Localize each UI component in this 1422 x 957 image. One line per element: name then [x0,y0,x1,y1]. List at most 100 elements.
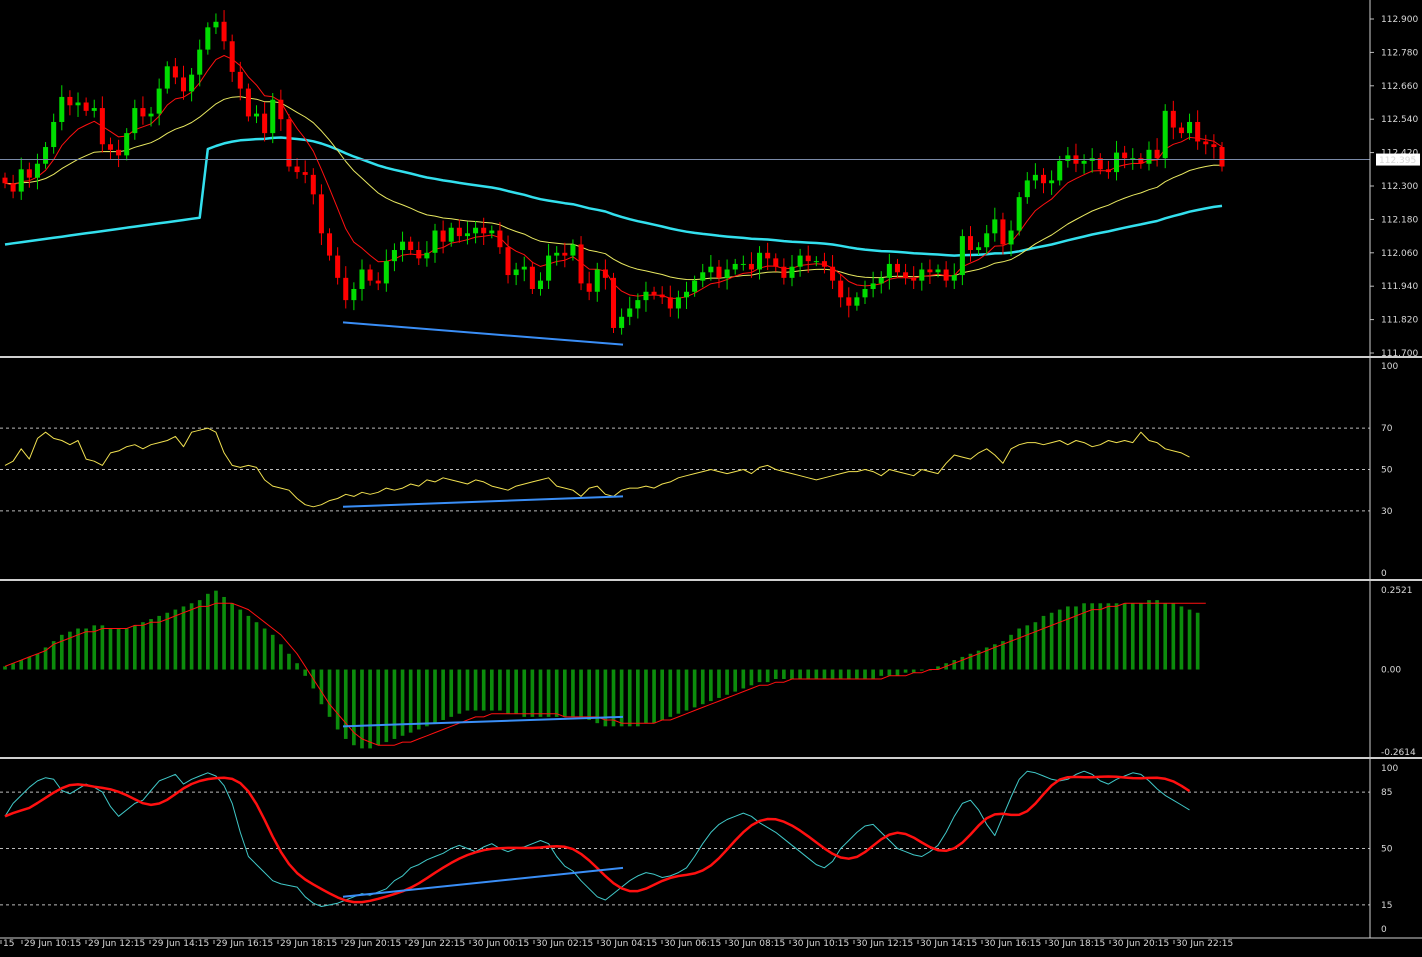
bullish-candle [554,252,560,256]
bullish-candle [164,66,170,89]
bearish-candle [408,241,414,251]
macd-axis-label: 0.00 [1381,666,1401,676]
stochastic-main-line [4,770,1190,907]
bullish-candle [18,169,24,192]
stochastic-axis-label: 100 [1381,764,1398,774]
bullish-candle [1187,121,1193,134]
bearish-candle [180,77,187,92]
bullish-candle [253,113,260,117]
macd-histogram-bar [554,669,559,717]
rsi-trendline[interactable] [342,495,624,508]
bullish-candle [424,252,430,259]
macd-histogram-bar [725,669,729,695]
macd-histogram-bar [335,669,340,730]
macd-histogram-bar [457,669,462,714]
bearish-candle [375,280,381,284]
macd-histogram-bar [1179,606,1184,670]
bullish-candle [684,291,690,298]
macd-histogram-bar [441,669,445,721]
macd-histogram-bar [603,669,608,727]
rsi-line [4,427,1190,508]
macd-histogram-bar [846,669,851,679]
macd-histogram-bar [376,669,381,746]
bullish-candle [270,99,276,134]
bullish-candle [34,163,40,178]
macd-histogram-bar [181,606,186,670]
bullish-candle [976,247,982,251]
macd-histogram-bar [709,669,713,702]
bullish-candle [1057,160,1063,181]
macd-histogram-bar [976,650,981,670]
rsi-panel[interactable]: 100 70 50 30 0 [0,362,1398,579]
bearish-candle [172,66,178,78]
price-axis-label: 111.940 [1381,282,1418,292]
bearish-candle [367,269,373,281]
bearish-candle [1203,141,1209,145]
macd-histogram-bar [993,644,997,670]
macd-histogram-bar [11,663,15,670]
macd-histogram-bar [814,669,819,679]
time-axis-label: 30 Jun 16:15 [984,939,1041,949]
price-trendline[interactable] [342,321,624,346]
bearish-candle [497,230,503,248]
bearish-candle [286,119,292,167]
macd-trendline[interactable] [342,715,624,728]
bullish-candle [619,316,625,328]
macd-histogram-bar [279,644,283,670]
bearish-candle [99,108,105,145]
macd-histogram-bar [538,669,543,717]
macd-histogram-bar [416,669,421,730]
macd-histogram-bar [489,669,494,711]
bullish-candle [594,269,600,292]
bearish-candle [586,283,592,292]
macd-histogram-bar [522,669,527,717]
time-axis-label: 30 Jun 02:15 [536,939,593,949]
macd-histogram-bar [749,669,754,686]
bearish-candle [327,233,333,256]
macd-histogram-bar [343,669,348,739]
macd-histogram-bar [1130,603,1135,670]
bullish-candle [513,269,519,276]
macd-histogram-bar [765,669,770,683]
bearish-candle [773,258,779,267]
bullish-candle [1065,155,1071,161]
price-axis-label: 112.060 [1381,249,1418,259]
macd-histogram-bar [408,669,413,733]
macd-panel[interactable]: 0.2521 0.00 -0.2614 [3,586,1416,758]
bullish-candle [1016,197,1022,231]
bearish-candle [1122,152,1128,159]
bearish-candle [1040,174,1047,184]
macd-histogram-bar [287,653,291,670]
bearish-candle [821,261,827,267]
price-panel[interactable]: 112.900112.780112.660112.540112.420112.3… [0,10,1420,359]
bearish-candle [967,236,974,251]
bullish-candle [627,308,633,317]
time-axis-label: 30 Jun 20:15 [1112,939,1169,949]
bearish-candle [237,71,243,89]
bullish-candle [870,283,876,289]
bullish-candle [813,261,819,263]
rsi-axis-label: 50 [1381,466,1393,476]
macd-histogram-bar [108,628,113,670]
macd-histogram-bar [262,628,267,670]
macd-histogram-bar [1139,603,1143,670]
time-axis-label: 30 Jun 14:15 [920,939,977,949]
bullish-candle [700,272,706,281]
stochastic-panel[interactable]: 100 85 50 15 0 [0,764,1398,935]
bearish-candle [1154,149,1160,159]
macd-histogram-bar [1033,622,1038,670]
bearish-candle [116,149,122,156]
fast-moving-average [4,55,1223,299]
macd-histogram-bar [1090,603,1095,670]
bullish-candle [886,263,892,278]
bearish-candle [26,169,32,178]
bullish-candle [951,275,957,281]
macd-histogram-bar [189,603,194,670]
stochastic-trendline[interactable] [342,866,624,898]
time-axis-label: 29 Jun 12:15 [88,939,145,949]
bullish-candle [359,269,365,289]
bearish-candle [1219,147,1225,167]
macd-histogram-bar [100,625,105,670]
